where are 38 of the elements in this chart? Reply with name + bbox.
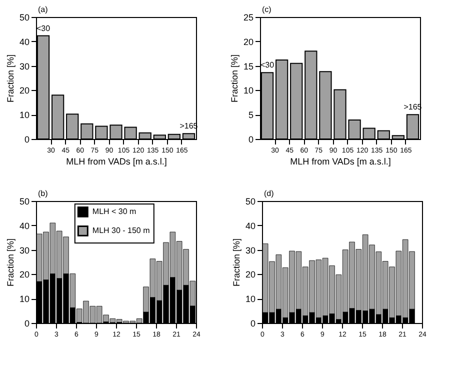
y-tick-label: 0 — [24, 134, 30, 144]
y-tick-label: 30 — [19, 245, 30, 256]
y-axis-title: Fraction [%] — [5, 54, 16, 103]
y-tick-label: 0 — [248, 134, 254, 144]
y-tick-label: 10 — [245, 294, 256, 304]
y-tick-label: 50 — [245, 196, 256, 206]
y-tick-label: 20 — [245, 270, 256, 280]
y-tick-label: 10 — [243, 86, 254, 96]
x-axis-title: MLH from VADs [m a.s.l.] — [66, 156, 167, 166]
y-tick-label: 30 — [245, 245, 256, 256]
y-tick-label: 30 — [19, 61, 30, 72]
y-axis-title: Fraction [%] — [231, 238, 242, 287]
y-tick-label: 40 — [19, 36, 30, 47]
data-label: <30 — [260, 60, 275, 70]
y-tick-label: 15 — [243, 61, 254, 72]
y-tick-label: 0 — [250, 318, 256, 328]
y-tick-label: 50 — [19, 196, 30, 206]
data-label: <30 — [36, 24, 51, 33]
text: (d) — [264, 189, 274, 198]
y-tick-label: 25 — [243, 12, 254, 22]
y-tick-label: 10 — [19, 294, 30, 304]
legend-label: MLH < 30 m — [92, 206, 137, 216]
y-tick-label: 40 — [245, 220, 256, 231]
text: (c) — [262, 5, 272, 14]
text: (a) — [38, 5, 48, 14]
y-tick-label: 0 — [24, 318, 30, 328]
y-tick-label: 20 — [243, 36, 254, 47]
y-tick-label: 10 — [19, 110, 30, 120]
y-tick-label: 20 — [19, 86, 30, 96]
y-tick-label: 40 — [19, 220, 30, 231]
text: (b) — [38, 189, 48, 198]
x-axis-title: MLH from VADs [m a.s.l.] — [290, 156, 391, 166]
legend-label: MLH 30 - 150 m — [92, 226, 150, 235]
y-axis-title: Fraction [%] — [5, 238, 16, 287]
y-tick-label: 50 — [19, 12, 30, 22]
y-axis-title: Fraction [%] — [229, 54, 240, 103]
y-tick-label: 5 — [248, 110, 254, 120]
y-tick-label: 20 — [19, 270, 30, 280]
